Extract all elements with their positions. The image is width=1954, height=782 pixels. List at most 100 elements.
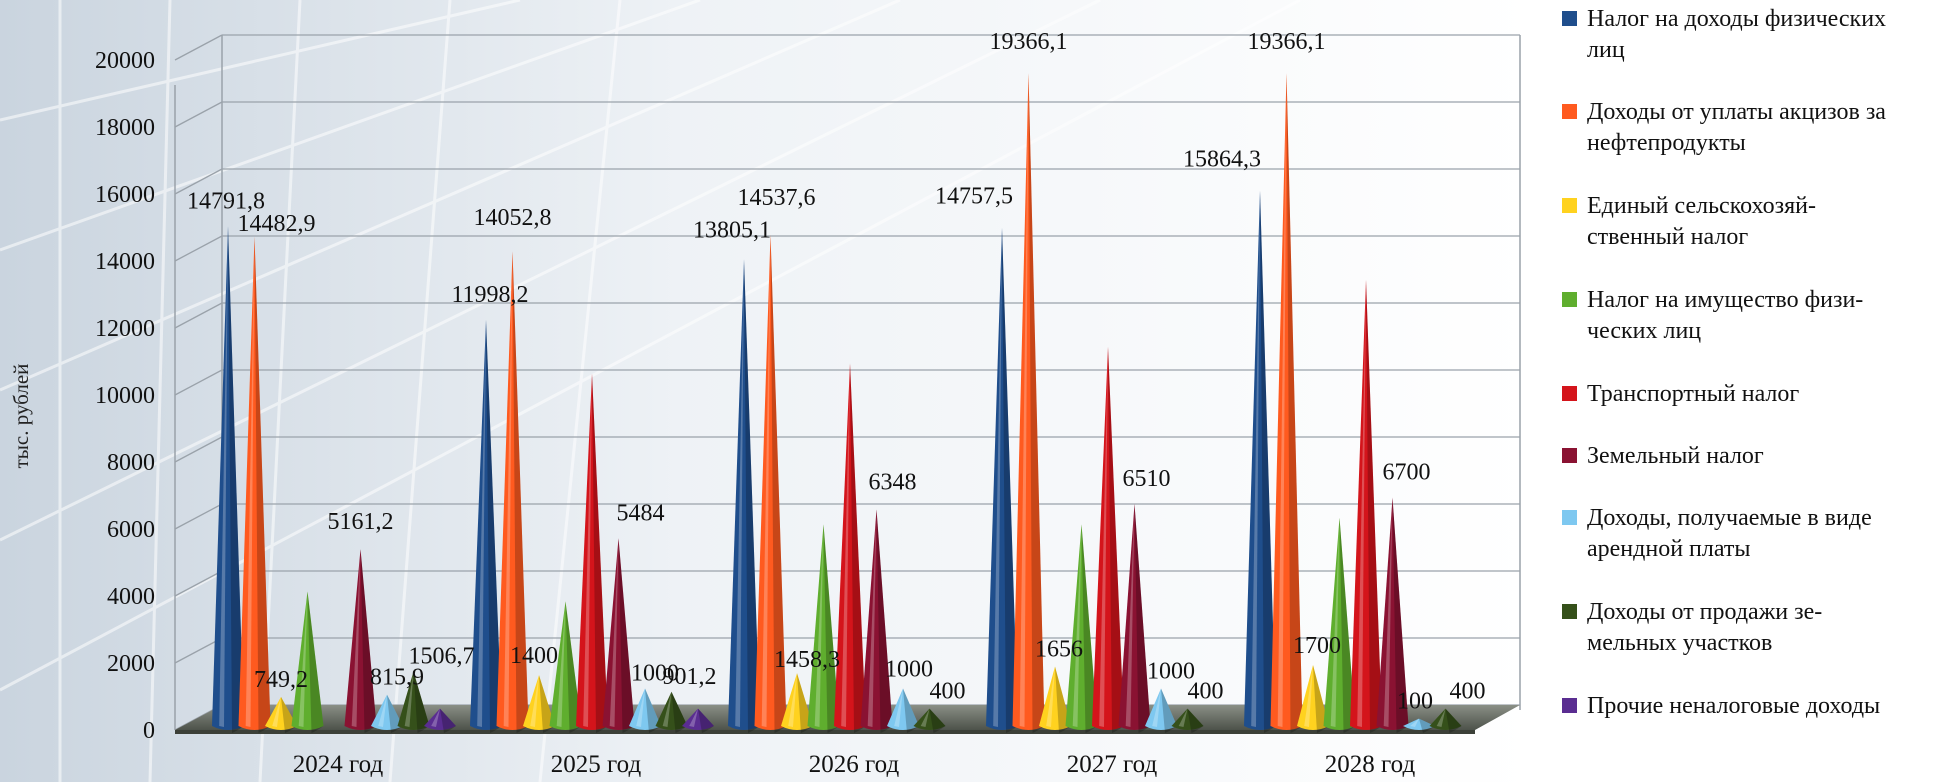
y-tick-label: 6000: [107, 517, 155, 543]
cone-body: [860, 509, 893, 730]
cone-body: [549, 601, 582, 730]
cone-shade: [1419, 718, 1435, 733]
data-label: 19366,1: [990, 29, 1068, 55]
cone-shade: [823, 524, 840, 733]
cone-shade: [1002, 227, 1018, 733]
cone-bar: [728, 259, 760, 733]
cone-body: [576, 373, 608, 730]
data-label: 1506,7: [409, 644, 475, 670]
gridline-side: [174, 570, 223, 597]
cone-body: [265, 696, 297, 730]
cone-highlight: [1019, 73, 1029, 727]
y-tick-label: 2000: [107, 651, 155, 677]
cone-bar: [1092, 346, 1124, 733]
cone-shade: [360, 549, 377, 733]
legend-label: Земельный налог: [1587, 443, 1764, 469]
cone-body: [1403, 718, 1435, 730]
legend-item: Единый сельскохозяй-ственный налог: [1562, 193, 1816, 250]
cone-bar: [1270, 73, 1303, 733]
legend-item: Транспортный налог: [1562, 381, 1799, 407]
y-tick-label: 8000: [107, 450, 155, 476]
data-label: 13805,1: [693, 218, 771, 244]
cone-shade: [671, 691, 688, 733]
cone-bar: [397, 671, 430, 733]
legend-swatch: [1562, 510, 1577, 525]
cone-highlight: [761, 234, 771, 727]
cone-bar: [1376, 497, 1409, 733]
legend-label: Прочие неналоговые доходы: [1587, 693, 1880, 719]
legend-label: Налог на доходы физических: [1587, 6, 1886, 32]
cone-body: [682, 708, 714, 730]
cone-highlight: [1410, 718, 1419, 727]
cone-shade: [413, 671, 430, 733]
data-label: 1400: [510, 643, 558, 669]
legend-item: Налог на имущество физи-ческих лиц: [1562, 287, 1863, 344]
cone-shade: [850, 363, 866, 733]
gridline-side: [174, 302, 223, 329]
cone-body: [470, 320, 502, 730]
cone-body: [523, 675, 555, 730]
legend-label: арендной платы: [1587, 536, 1751, 562]
data-label: 1458,3: [774, 647, 840, 673]
cone-bar: [424, 708, 456, 733]
data-label: 5161,2: [328, 509, 394, 535]
legend-item: Доходы, получаемые в виде арендной платы: [1562, 505, 1872, 562]
cone-body: [397, 671, 430, 730]
cone-body: [1012, 73, 1045, 730]
data-label: 14757,5: [935, 184, 1013, 210]
x-tick-label: 2025 год: [551, 751, 642, 778]
cone-highlight: [814, 524, 824, 727]
cone-shade: [1134, 503, 1151, 733]
data-label: 14052,8: [474, 205, 552, 231]
cone-shade: [486, 320, 502, 733]
cone-highlight: [993, 227, 1002, 727]
cone-bar: [576, 373, 608, 733]
cone-bar: [602, 538, 635, 733]
cone-bar: [834, 363, 866, 733]
cone-shade: [903, 688, 919, 733]
cone-bar: [807, 524, 840, 733]
legend-label: мельных участков: [1587, 630, 1772, 656]
y-tick-label: 0: [143, 718, 155, 744]
cone-shade: [307, 591, 324, 733]
cone-bar: [212, 226, 244, 733]
legend-label: Доходы от уплаты акцизов за: [1587, 99, 1886, 125]
cone-shade: [744, 259, 760, 733]
cone-shade: [440, 708, 456, 733]
y-tick-label: 4000: [107, 584, 155, 610]
legend-item: Прочие неналоговые доходы: [1562, 693, 1880, 719]
cone-body: [781, 673, 813, 730]
y-axis: 0 2000 4000 6000 8000 10000 12000 14000 16000 180…: [95, 48, 155, 744]
cone-shade: [1445, 708, 1462, 733]
cone-shade: [1260, 190, 1276, 733]
legend-label: ческих лиц: [1587, 318, 1701, 344]
data-label: 400: [1450, 679, 1486, 705]
data-label: 400: [930, 679, 966, 705]
cone-highlight: [662, 691, 672, 727]
cone-highlight: [894, 688, 903, 727]
cone-body: [344, 549, 377, 730]
cone-highlight: [298, 591, 308, 727]
cone-shade: [1392, 497, 1409, 733]
cone-bar: [913, 708, 946, 733]
cone-highlight: [245, 236, 255, 727]
cone-body: [371, 694, 403, 730]
cone-bar: [1145, 688, 1177, 733]
data-label: 14791,8: [187, 188, 265, 214]
cone-body: [1350, 279, 1382, 730]
x-tick-label: 2024 год: [293, 751, 384, 778]
cone-bar: [754, 234, 787, 733]
data-label: 1000: [885, 657, 933, 683]
gridline-side: [174, 168, 223, 195]
legend-swatch: [1562, 448, 1577, 463]
data-label: 400: [1188, 679, 1224, 705]
legend-label: Транспортный налог: [1587, 381, 1799, 407]
cone-body: [728, 259, 760, 730]
cone-bar: [496, 251, 529, 733]
cone-body: [291, 591, 324, 730]
gridline-side: [174, 436, 223, 463]
cone-highlight: [1072, 524, 1082, 727]
cone-body: [238, 236, 271, 730]
legend-label: ственный налог: [1587, 224, 1748, 250]
cone-shade: [254, 236, 271, 733]
